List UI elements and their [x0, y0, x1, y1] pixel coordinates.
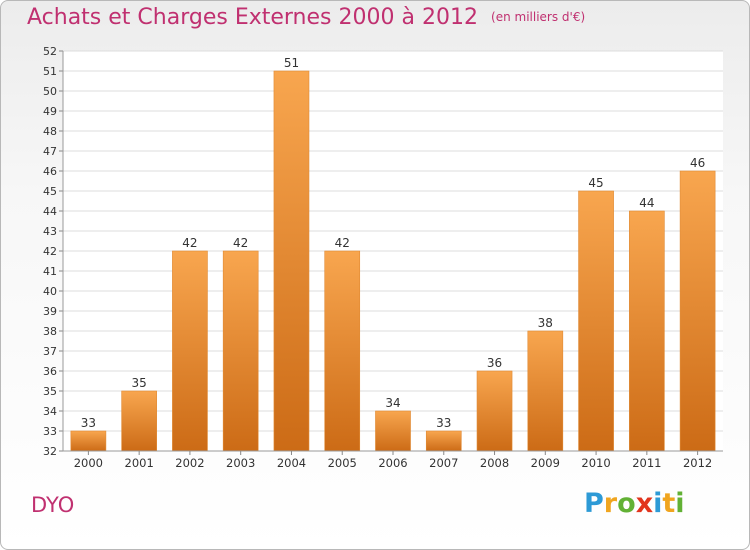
bar-2009	[527, 330, 564, 452]
bar-2008	[476, 370, 513, 452]
bar-2006	[375, 410, 411, 452]
value-label-2001: 35	[132, 376, 147, 390]
x-tick-label-2010: 2010	[581, 456, 610, 470]
y-tick-label: 39	[43, 305, 57, 318]
y-tick-label: 41	[43, 265, 57, 278]
y-tick-label: 40	[43, 285, 57, 298]
proxiti-logo: Proxiti	[584, 488, 685, 519]
value-label-2003: 42	[233, 236, 248, 250]
x-tick-label-2007: 2007	[429, 456, 458, 470]
logo-letter: x	[635, 488, 654, 519]
bar-2004	[273, 70, 310, 452]
bar-2010	[578, 190, 614, 452]
y-tick-label: 46	[43, 165, 57, 178]
bar-2005	[324, 250, 361, 452]
bar-2012	[679, 170, 716, 452]
y-tick-label: 35	[43, 385, 57, 398]
x-tick-label-2003: 2003	[226, 456, 255, 470]
x-tick-label-2009: 2009	[531, 456, 560, 470]
bar-2003	[222, 250, 259, 452]
y-tick-label: 43	[43, 225, 57, 238]
y-tick-label: 33	[43, 425, 57, 438]
value-label-2005: 42	[335, 236, 350, 250]
x-tick-label-2000: 2000	[74, 456, 103, 470]
y-tick-label: 52	[43, 45, 57, 58]
y-tick-label: 32	[43, 445, 57, 458]
value-label-2000: 33	[81, 416, 96, 430]
bar-layer	[70, 70, 716, 452]
value-label-2009: 38	[538, 316, 553, 330]
y-tick-label: 45	[43, 185, 57, 198]
bar-2011	[629, 210, 665, 452]
x-tick-label-2001: 2001	[125, 456, 154, 470]
bar-2000	[70, 430, 107, 452]
y-tick-label: 50	[43, 85, 57, 98]
x-tick-label-2002: 2002	[175, 456, 204, 470]
value-label-2002: 42	[182, 236, 197, 250]
value-label-2004: 51	[284, 56, 299, 70]
y-tick-label: 47	[43, 145, 57, 158]
y-tick-label: 37	[43, 345, 57, 358]
bar-2007	[425, 430, 462, 452]
logo-letter: i	[653, 488, 663, 519]
bar-2002	[172, 250, 208, 452]
y-tick-label: 44	[43, 205, 57, 218]
logo-letter: P	[584, 488, 604, 519]
x-tick-label-2012: 2012	[683, 456, 712, 470]
y-tick-label: 48	[43, 125, 57, 138]
value-label-2010: 45	[588, 176, 603, 190]
value-label-2006: 34	[385, 396, 400, 410]
chart-title: Achats et Charges Externes 2000 à 2012 (…	[27, 5, 585, 30]
value-label-2011: 44	[639, 196, 654, 210]
y-tick-label: 36	[43, 365, 57, 378]
x-tick-label-2006: 2006	[378, 456, 407, 470]
y-tick-label: 34	[43, 405, 57, 418]
logo-letter: i	[675, 488, 685, 519]
y-tick-label: 42	[43, 245, 57, 258]
x-tick-label-2004: 2004	[277, 456, 306, 470]
value-label-2007: 33	[436, 416, 451, 430]
logo-letter: t	[662, 488, 676, 519]
x-tick-label-2005: 2005	[328, 456, 357, 470]
commune-name: DYO	[31, 493, 75, 517]
axis-layer: 32 33 34 35 36 37 38 39 40 41 42 43 44 45 46 47 48 49 50 51…	[43, 45, 723, 470]
grid-layer	[63, 50, 723, 452]
x-tick-label-2008: 2008	[480, 456, 509, 470]
value-label-2012: 46	[690, 156, 705, 170]
y-tick-label: 49	[43, 105, 57, 118]
y-tick-label: 51	[43, 65, 57, 78]
title-unit: (en milliers d'€)	[491, 10, 586, 24]
x-tick-label-2011: 2011	[632, 456, 661, 470]
title-main: Achats et Charges Externes 2000 à 2012	[27, 5, 478, 30]
value-label-2008: 36	[487, 356, 502, 370]
y-tick-label: 38	[43, 325, 57, 338]
logo-letter: r	[603, 488, 618, 519]
logo-letter: o	[617, 488, 636, 519]
bar-2001	[121, 390, 157, 452]
